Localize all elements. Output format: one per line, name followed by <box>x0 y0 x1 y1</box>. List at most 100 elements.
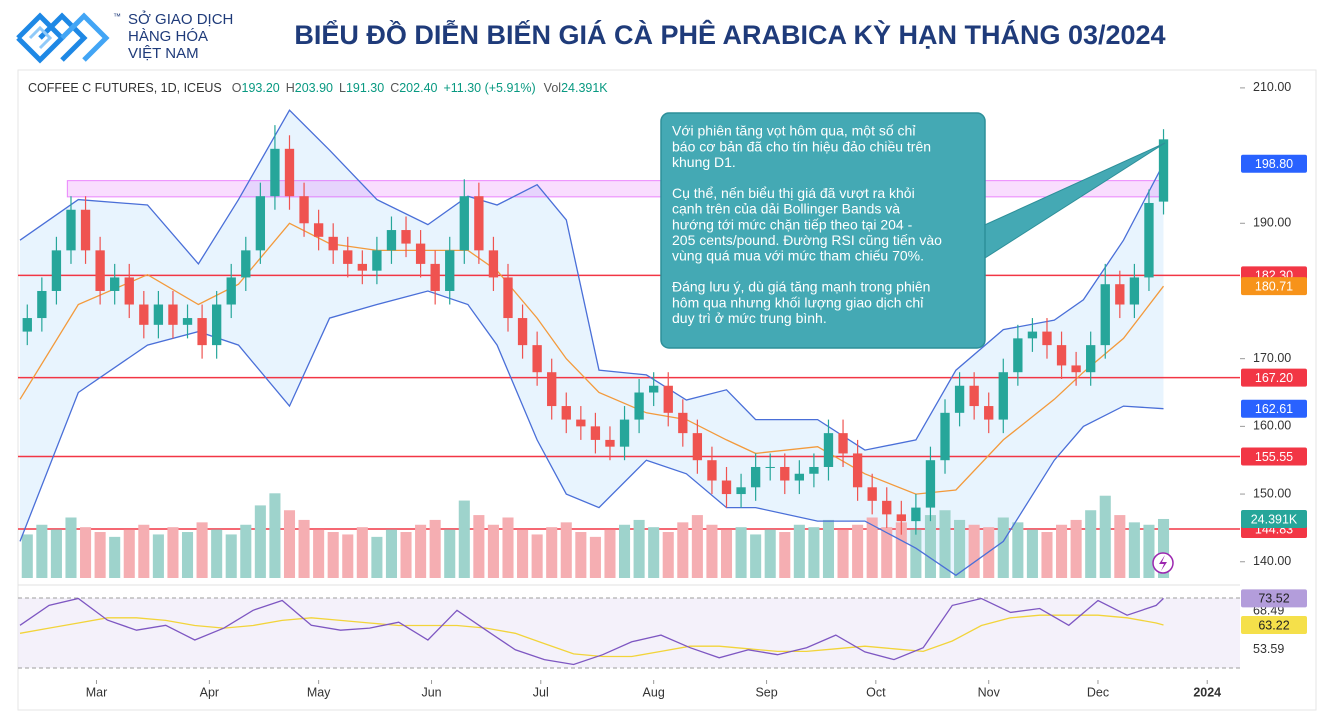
candle-body <box>954 385 965 413</box>
volume-bar <box>793 524 805 578</box>
candle-body <box>328 236 338 251</box>
volume-bar <box>895 522 907 578</box>
candle-body <box>430 263 440 291</box>
logo-text: VIỆT NAM <box>128 45 199 62</box>
price-tag-label: 155.55 <box>1255 450 1293 464</box>
price-tag-label: 162.61 <box>1255 402 1293 416</box>
candle-body <box>780 466 790 481</box>
volume-bar <box>123 529 135 578</box>
y-tick-label: 190.00 <box>1253 216 1291 230</box>
volume-bar <box>691 515 703 578</box>
candle-body <box>984 406 994 420</box>
candle-body <box>852 453 863 488</box>
candle-body <box>372 250 382 271</box>
legend-text: 24.391K <box>561 81 608 95</box>
candle-body <box>765 466 775 468</box>
candle-body <box>1100 284 1110 346</box>
rsi-tick-label: 53.59 <box>1253 642 1284 656</box>
candle-body <box>153 304 164 325</box>
volume-bar <box>517 529 529 578</box>
volume-bar <box>138 524 150 578</box>
candle-body <box>1071 365 1081 373</box>
candle-body <box>998 372 1008 420</box>
bollinger-fill <box>20 110 1164 576</box>
candle-body <box>940 412 950 461</box>
candle-body <box>80 209 91 251</box>
annotation-text: hôm qua nhưng khối lượng giao dịch chỉ <box>672 294 924 310</box>
volume-bar <box>1157 518 1170 578</box>
volume-bar <box>371 536 383 578</box>
price-tag <box>1241 589 1307 608</box>
y-tick-label: 140.00 <box>1253 554 1291 568</box>
x-tick-label: Apr <box>200 685 219 699</box>
candle-body <box>911 507 921 522</box>
annotation-text: khung D1. <box>672 154 736 170</box>
candle-body <box>22 318 32 332</box>
candle-body <box>649 385 659 393</box>
candle-body <box>1027 331 1038 339</box>
candle-body <box>1056 345 1067 366</box>
candle-body <box>211 304 222 346</box>
candle-body <box>139 304 149 325</box>
volume-bar <box>429 519 441 578</box>
volume-bar <box>415 524 427 578</box>
candle-body <box>605 439 615 447</box>
candle-body <box>823 433 834 467</box>
volume-bar <box>822 519 835 578</box>
candle-body <box>168 304 178 325</box>
volume-bar <box>1070 519 1082 578</box>
volume-bar <box>94 532 106 578</box>
legend-text: C <box>390 81 399 95</box>
volume-bar <box>837 529 849 578</box>
candle-body <box>1086 345 1096 373</box>
candle-body <box>386 230 397 251</box>
bollinger-middle <box>19 222 1165 495</box>
volume-bar <box>1085 510 1097 578</box>
legend-text: 202.40 <box>399 81 437 95</box>
candle-body <box>37 290 47 319</box>
x-tick-label: Sep <box>755 685 777 699</box>
candle-body <box>532 345 542 373</box>
candle-body <box>357 263 367 271</box>
candle-body <box>299 196 309 224</box>
volume-bar <box>1099 495 1111 578</box>
volume-bar <box>400 532 412 578</box>
candle-body <box>619 419 630 447</box>
legend-text: COFFEE C FUTURES, 1D, ICEUS <box>28 81 222 95</box>
x-tick-label: Oct <box>866 685 886 699</box>
x-tick-label: Dec <box>1087 685 1109 699</box>
price-tag <box>1241 154 1307 173</box>
volume-bar <box>619 524 631 578</box>
candle-body <box>1013 338 1023 373</box>
volume-bar <box>866 517 878 578</box>
logo-text: SỞ GIAO DỊCH <box>128 10 233 28</box>
volume-bar <box>1128 522 1140 578</box>
candle-body <box>197 318 207 346</box>
candle-body <box>561 406 571 420</box>
volume-bar <box>211 529 223 578</box>
candle-body <box>692 433 703 461</box>
volume-bar <box>1056 524 1068 578</box>
volume-bar <box>50 529 62 578</box>
y-tick-label: 210.00 <box>1253 80 1291 94</box>
volume-bar <box>342 534 354 578</box>
x-tick-label: May <box>307 685 331 699</box>
volume-bar <box>531 534 543 578</box>
legend-text: 191.30 <box>346 81 384 95</box>
volume-bar <box>473 515 485 578</box>
volume-bar <box>269 493 281 578</box>
candle-body <box>415 243 426 264</box>
resistance-zone <box>66 180 1168 198</box>
price-tag <box>1241 277 1307 296</box>
annotation-box <box>660 112 986 349</box>
price-tag-label: 167.20 <box>1255 371 1293 385</box>
price-tag-label: 198.80 <box>1255 157 1293 171</box>
candle-body <box>226 277 236 305</box>
candle-body <box>794 473 805 481</box>
candle-body <box>95 250 105 291</box>
volume-bar <box>764 529 776 578</box>
x-tick-label: Jul <box>533 685 549 699</box>
candle-body <box>488 250 499 278</box>
candle-body <box>445 250 455 291</box>
y-tick-label: 160.00 <box>1253 419 1291 433</box>
